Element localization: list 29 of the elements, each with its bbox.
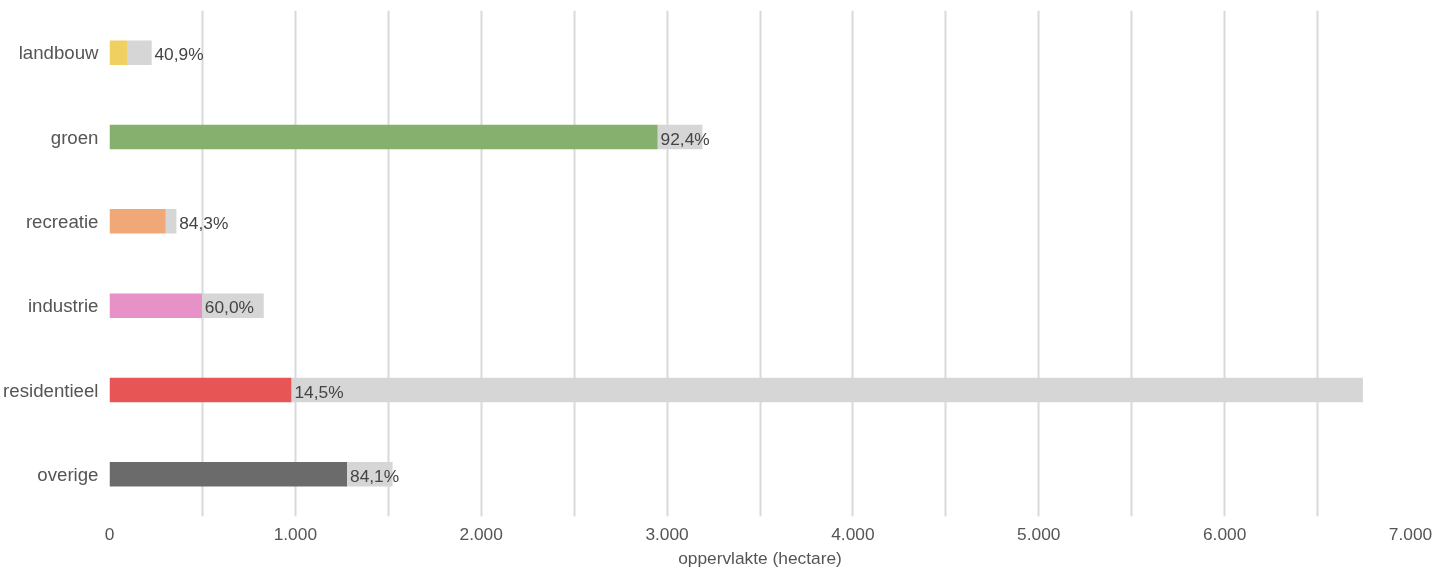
annotation: 84,3% — [179, 213, 229, 234]
y-tick-label: industrie — [27, 295, 99, 317]
x-tick-label: 4.000 — [831, 523, 875, 544]
bar — [109, 293, 203, 318]
x-tick-label: 5.000 — [1017, 523, 1061, 544]
y-tick-label: residentieel — [3, 379, 99, 401]
bar — [165, 209, 177, 234]
annotation: 14,5% — [294, 381, 344, 402]
bar — [126, 40, 152, 65]
y-tick-label: recreatie — [25, 210, 99, 232]
x-tick-label: 7.000 — [1388, 523, 1433, 544]
x-tick-label: 1.000 — [273, 523, 318, 544]
bar — [109, 209, 166, 234]
annotation: 92,4% — [660, 128, 710, 149]
bar — [109, 40, 127, 65]
x-tick-label: 6.000 — [1202, 523, 1247, 544]
x-tick-label: 0 — [104, 523, 115, 544]
bar — [109, 377, 292, 403]
annotation: 84,1% — [350, 466, 400, 487]
y-tick-label: groen — [50, 126, 99, 148]
annotation: 40,9% — [154, 44, 204, 65]
y-tick-label: landbouw — [18, 42, 100, 64]
x-tick-label: 3.000 — [645, 523, 689, 544]
bar — [109, 124, 658, 150]
annotation: 60,0% — [204, 297, 254, 318]
x-tick-label: 2.000 — [459, 523, 503, 544]
x-axis-title: oppervlakte (hectare) — [678, 547, 842, 568]
bar — [109, 462, 348, 487]
y-tick-label: overige — [37, 463, 99, 485]
